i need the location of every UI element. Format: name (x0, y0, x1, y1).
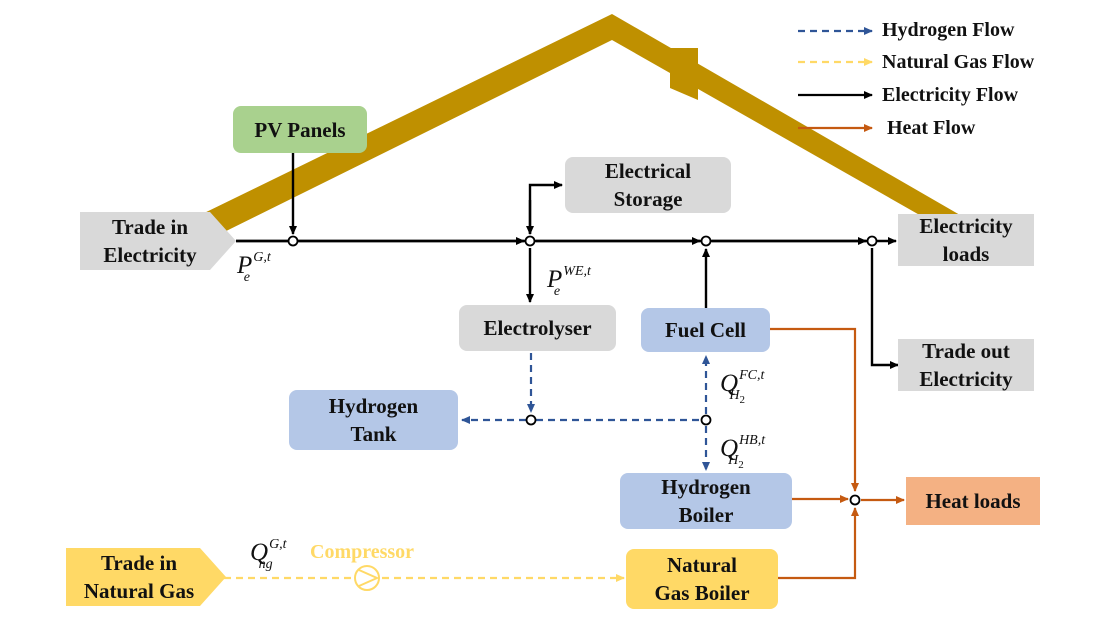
legend-natural-gas-flow: Natural Gas Flow (882, 51, 1035, 73)
trade-in-electricity-node: Trade in Electricity (103, 215, 197, 267)
junctions (287, 235, 878, 506)
hydrogen-boiler-node: Hydrogen Boiler (620, 473, 792, 529)
trade-out-flow (870, 248, 899, 369)
fuel-cell-heat-flow (770, 327, 859, 492)
legend-electricity-flow: Electricity Flow (882, 84, 1019, 106)
electricity-loads-node: Electricity loads (898, 214, 1034, 266)
legend-hydrogen-flow: Hydrogen Flow (882, 19, 1015, 41)
electrolyser-power-label: PWE,te (547, 264, 591, 299)
legend-lines (798, 27, 873, 132)
gas-import-label: QG,tng (250, 537, 287, 572)
heat-loads-node: Heat loads (906, 477, 1040, 525)
natural-gas-boiler-node: Natural Gas Boiler (626, 549, 778, 609)
electrical-storage-node: Electrical Storage (565, 157, 731, 213)
trade-out-electricity-node: Trade out Electricity (898, 339, 1034, 391)
trade-in-natural-gas-node: Trade in Natural Gas (83, 551, 195, 603)
hydrogen-tank-node: Hydrogen Tank (289, 390, 458, 450)
compressor-icon (354, 565, 380, 591)
fuel-cell-hydrogen-label: QFC,tH2 (720, 368, 765, 406)
hydrogen-boiler-hydrogen-label: QHB,tH2 (720, 433, 766, 471)
legend-heat-flow: Heat Flow (887, 117, 976, 139)
fuel-cell-node: Fuel Cell (641, 308, 770, 352)
pv-panels-node: PV Panels (233, 106, 367, 153)
electrolyser-node: Electrolyser (459, 305, 616, 351)
compressor-label: Compressor (310, 541, 415, 563)
storage-flow (528, 181, 563, 234)
pv-grid-label: PG,te (237, 250, 271, 285)
gas-boiler-heat-flow (778, 507, 859, 580)
